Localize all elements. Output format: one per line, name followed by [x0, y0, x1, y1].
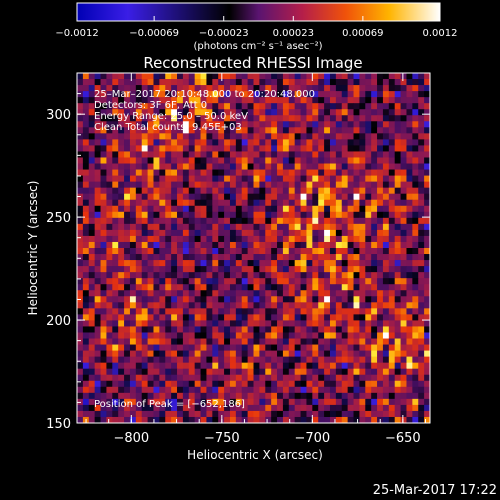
annotation-line: Detectors: 3F 6F, Att 0 — [94, 100, 207, 111]
peak-position-label: Position of Peak = [−652,186] — [94, 399, 245, 410]
colorbar-tick-label: 0.00069 — [342, 28, 383, 39]
colorbar-ticks: −0.0012 −0.00069 −0.00023 0.00023 0.00069 0.0… — [55, 16, 458, 39]
colorbar-tick-label: −0.0012 — [55, 28, 98, 39]
y-tick-label: 250 — [46, 211, 71, 226]
x-axis: −800 −750 −700 −650 — [85, 73, 426, 446]
y-tick-label: 200 — [46, 314, 71, 329]
colorbar-tick-label: −0.00069 — [129, 28, 179, 39]
y-axis: 150 200 250 300 — [46, 72, 430, 432]
colorbar-tick-label: 0.00023 — [273, 28, 314, 39]
x-tick-label: −650 — [385, 431, 421, 446]
annotation-line: Clean Total counts: 9.45E+03 — [94, 122, 242, 133]
annotation-line: Energy Range: 25.0 – 50.0 keV — [94, 111, 248, 122]
annotation-line: 25–Mar–2017 20:10:48.000 to 20:20:48.000 — [94, 89, 315, 100]
x-tick-label: −700 — [294, 431, 330, 446]
colorbar-tick-label: −0.00023 — [199, 28, 249, 39]
x-tick-label: −800 — [113, 431, 149, 446]
y-axis-label: Heliocentric Y (arcsec) — [26, 181, 40, 316]
heatmap-image — [77, 73, 431, 424]
colorbar-unit-label: (photons cm⁻² s⁻¹ asec⁻²) — [193, 41, 322, 52]
x-tick-label: −750 — [204, 431, 240, 446]
colorbar-tick-label: 0.0012 — [423, 28, 458, 39]
footer-timestamp: 25-Mar-2017 17:22 — [373, 483, 497, 498]
colorbar — [76, 2, 441, 22]
plot-frame — [76, 72, 431, 424]
chart-title: Reconstructed RHESSI Image — [143, 54, 362, 72]
x-axis-label: Heliocentric X (arcsec) — [187, 448, 323, 462]
y-tick-label: 300 — [46, 108, 71, 123]
y-tick-label: 150 — [46, 417, 71, 432]
annotation-block: 25–Mar–2017 20:10:48.000 to 20:20:48.000… — [94, 89, 315, 133]
